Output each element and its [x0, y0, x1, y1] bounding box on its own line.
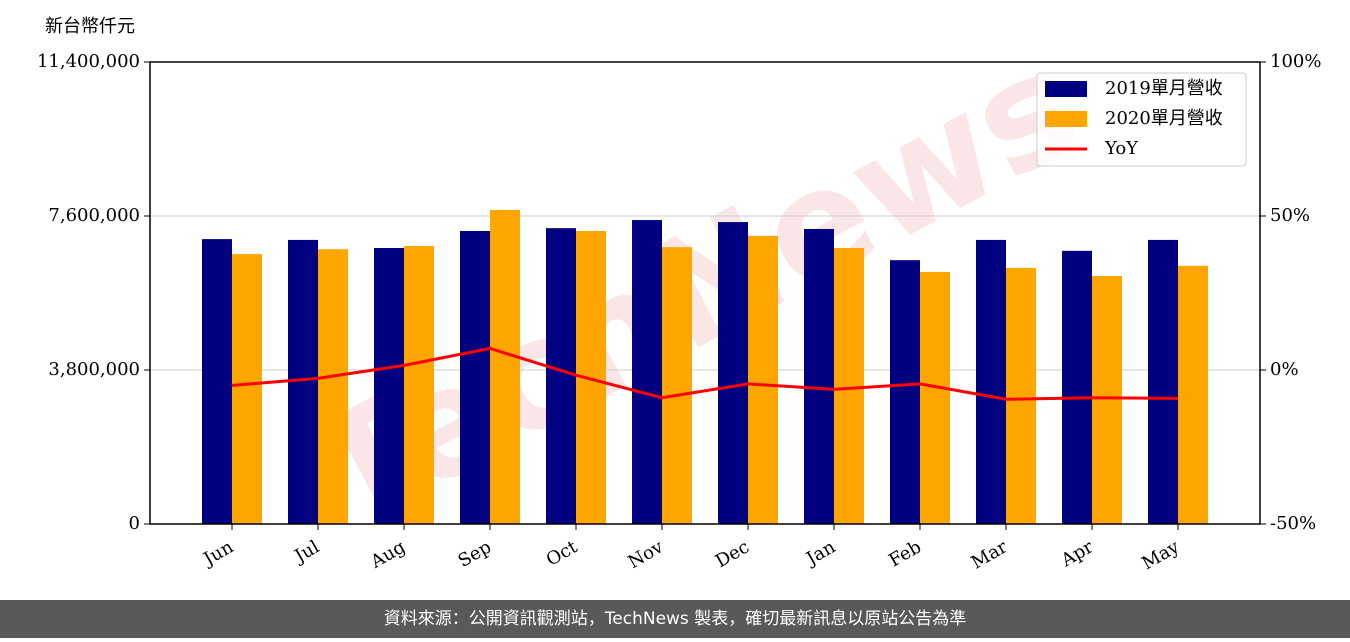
x-tick-label: Apr	[1057, 536, 1097, 571]
y2-tick-label: 100%	[1270, 51, 1321, 72]
bar	[920, 271, 950, 524]
bar	[890, 260, 920, 524]
bar	[748, 235, 778, 524]
source-note: 資料來源：公開資訊觀測站，TechNews 製表，確切最新訊息以原站公告為準	[384, 609, 966, 629]
x-tick-label: Jan	[801, 536, 839, 570]
x-tick-label: Feb	[885, 536, 925, 571]
legend-box	[1036, 72, 1247, 167]
x-tick-label: Nov	[625, 536, 668, 573]
x-tick-label: Mar	[968, 536, 1012, 573]
bar	[1148, 239, 1178, 524]
bar	[490, 209, 520, 524]
bar	[718, 222, 748, 524]
line	[231, 346, 1179, 401]
bar	[202, 239, 232, 524]
legend-swatch	[1045, 81, 1087, 97]
bar	[374, 248, 404, 524]
x-tick-label: Jun	[198, 536, 237, 571]
bar	[318, 249, 348, 525]
bar	[1006, 267, 1036, 524]
bar	[1062, 250, 1092, 524]
x-tick-label: Dec	[712, 536, 753, 572]
y-tick-label: 3,800,000	[48, 359, 140, 380]
bar	[976, 239, 1006, 524]
x-tick-label: Jul	[289, 536, 323, 568]
y-tick-label: 7,600,000	[48, 205, 140, 226]
y2-tick-label: -50%	[1270, 513, 1316, 534]
plot-frame	[149, 61, 1261, 525]
bar	[546, 228, 576, 524]
bar	[288, 239, 318, 524]
x-tick-label: Sep	[455, 536, 495, 571]
bar	[804, 228, 834, 524]
footer	[0, 600, 1350, 638]
bar	[460, 230, 490, 524]
x-tick-label: May	[1138, 536, 1183, 574]
bar	[232, 254, 262, 525]
bar	[404, 245, 434, 524]
bar	[632, 220, 662, 525]
legend-label: 2020單月營收	[1105, 108, 1223, 129]
x-tick-label: Oct	[543, 536, 582, 571]
bar	[834, 248, 864, 524]
y-tick-label: 0	[129, 513, 140, 534]
bar	[1092, 275, 1122, 524]
y-axis-label: 新台幣仟元	[45, 16, 135, 37]
y-tick-label: 11,400,000	[37, 51, 140, 72]
y2-tick-label: 0%	[1270, 359, 1299, 380]
bar	[662, 247, 692, 524]
legend-swatch	[1045, 111, 1087, 127]
bar	[1178, 265, 1208, 524]
legend-label: 2019單月營收	[1105, 78, 1223, 99]
legend-label: YoY	[1104, 138, 1139, 159]
y2-tick-label: 50%	[1270, 205, 1310, 226]
